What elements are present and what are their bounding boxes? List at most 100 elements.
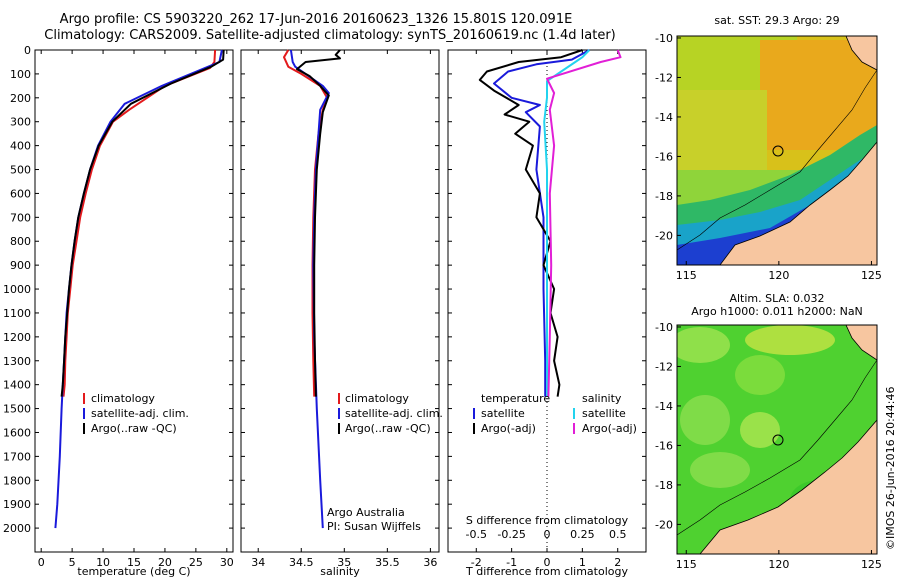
argo-australia-label: Argo Australia: [327, 506, 405, 519]
y-tick-label: 100: [10, 68, 31, 81]
y-tick-label: 300: [10, 116, 31, 129]
map-x-tick-label: 115: [676, 269, 697, 282]
x-tick-label: -2: [471, 556, 482, 569]
sla-map-axes: 115 120 125 -10 -12 -14 -16 -18 -20: [655, 321, 882, 571]
principal-investigator-label: PI: Susan Wijffels: [327, 520, 421, 533]
series-line-argo-raw-qc: [60, 49, 225, 397]
salinity-series: [283, 49, 341, 529]
y-tick-label: 1800: [3, 474, 31, 487]
map-y-tick-label: -18: [655, 479, 673, 492]
figure-title-line1: Argo profile: CS 5903220_262 17-Jun-2016…: [60, 12, 573, 27]
sst-map-axes: 115 120 125 -10 -12 -14 -16 -18 -20: [655, 32, 882, 282]
x-tick-label: 15: [127, 556, 141, 569]
legend-label-climatology: climatology: [345, 392, 409, 405]
legend-label-argo: Argo(..raw -QC): [345, 422, 431, 435]
sla-map-subtitle: Argo h1000: 0.011 h2000: NaN: [691, 305, 863, 318]
temperature-panel-frame: [34, 49, 234, 553]
difference-t-xlabel: T difference from climatology: [465, 565, 628, 578]
difference-axes: -2 -1 0 1 2 -0.5 -0.25 0 0.25 0.5: [448, 49, 646, 569]
salinity-axes: 34 34.5 35 35.5 36: [241, 49, 439, 569]
map-x-tick-label: 125: [861, 558, 882, 571]
argo-float-marker: [772, 145, 784, 157]
sst-map-image: [677, 36, 877, 265]
temperature-depth-axis: 0100200300400500600700800900100011001200…: [3, 44, 234, 569]
y-tick-label: 1600: [3, 426, 31, 439]
difference-legend: temperature salinity satellite Argo(-adj…: [473, 392, 637, 435]
series-line-temperature-argo-adj: [478, 49, 583, 397]
sst-map: sat. SST: 29.3 Argo: 29 115 120 125 -10 -12 -…: [655, 14, 882, 282]
x-tick-label: 30: [220, 556, 234, 569]
legend-label-climatology: climatology: [91, 392, 155, 405]
x2-tick-label: -0.5: [466, 528, 487, 541]
imos-credit: ©IMOS 26-Jun-2016 20:44:46: [884, 386, 897, 550]
salinity-panel: 34 34.5 35 35.5 36 salinity climatology sate…: [240, 49, 443, 578]
map-y-tick-label: -10: [655, 321, 673, 334]
argo-float-marker: [772, 434, 784, 446]
x-tick-label: -1: [506, 556, 517, 569]
bathymetry-contour: [677, 69, 877, 251]
temperature-legend: climatology satellite-adj. clim. Argo(..…: [83, 392, 189, 435]
land-region: [699, 419, 877, 554]
sla-map: Altim. SLA: 0.032 Argo h1000: 0.011 h200…: [655, 292, 882, 571]
y-tick-label: 1500: [3, 403, 31, 416]
land-region-north: [845, 325, 877, 361]
series-line-temperature-satellite: [493, 49, 590, 397]
x2-tick-label: 0.25: [570, 528, 595, 541]
x-tick-label: 0: [544, 556, 551, 569]
salinity-legend: climatology satellite-adj. clim. Argo(..…: [338, 392, 443, 435]
sla-map-image: [677, 325, 877, 554]
x-tick-label: 35: [337, 556, 351, 569]
map-y-tick-label: -18: [655, 190, 673, 203]
land-region: [719, 141, 877, 265]
series-line-argo-raw-qc: [296, 49, 341, 397]
legend-label-temp-satellite: satellite: [481, 407, 525, 420]
salinity-xlabel: salinity: [320, 565, 360, 578]
x2-tick-label: 0: [544, 528, 551, 541]
x-tick-label: 34.5: [289, 556, 314, 569]
map-y-tick-label: -14: [655, 400, 673, 413]
map-y-tick-label: -12: [655, 360, 673, 373]
y-tick-label: 400: [10, 140, 31, 153]
y-tick-label: 1100: [3, 307, 31, 320]
x-tick-label: 5: [69, 556, 76, 569]
difference-series: [478, 49, 622, 397]
y-tick-label: 2000: [3, 522, 31, 535]
legend-label-satellite: satellite-adj. clim.: [91, 407, 189, 420]
salinity-panel-frame: [240, 49, 440, 553]
legend-title-salinity: salinity: [582, 392, 622, 405]
map-y-tick-label: -16: [655, 439, 673, 452]
legend-label-satellite: satellite-adj. clim.: [345, 407, 443, 420]
land-region-north: [845, 36, 877, 71]
map-y-tick-label: -16: [655, 150, 673, 163]
x-tick-label: 0: [38, 556, 45, 569]
series-line-salinity-satellite: [543, 49, 591, 397]
map-x-tick-label: 115: [676, 558, 697, 571]
y-tick-label: 700: [10, 211, 31, 224]
temperature-panel: 0100200300400500600700800900100011001200…: [3, 44, 234, 578]
map-y-tick-label: -20: [655, 229, 673, 242]
map-y-tick-label: -10: [655, 32, 673, 45]
bathymetry-contour: [677, 359, 877, 536]
map-x-tick-label: 120: [768, 269, 789, 282]
y-tick-label: 200: [10, 92, 31, 105]
difference-panel: -2 -1 0 1 2 -0.5 -0.25 0 0.25 0.5 T difference fr…: [447, 49, 647, 578]
y-tick-label: 1200: [3, 331, 31, 344]
temperature-xlabel: temperature (deg C): [77, 565, 190, 578]
x-tick-label: 35.5: [375, 556, 400, 569]
y-tick-label: 1300: [3, 355, 31, 368]
sst-map-frame: [676, 35, 878, 266]
y-tick-label: 1000: [3, 283, 31, 296]
legend-label-argo: Argo(..raw -QC): [91, 422, 177, 435]
legend-label-temp-argo: Argo(-adj): [481, 422, 536, 435]
x-tick-label: 34: [251, 556, 265, 569]
legend-label-sal-argo: Argo(-adj): [582, 422, 637, 435]
map-y-tick-label: -20: [655, 518, 673, 531]
x2-tick-label: 0.5: [609, 528, 627, 541]
temperature-series: [54, 49, 225, 529]
difference-s-xlabel: S difference from climatology: [466, 514, 629, 527]
x-tick-label: 25: [189, 556, 203, 569]
legend-title-temperature: temperature: [481, 392, 550, 405]
map-x-tick-label: 125: [861, 269, 882, 282]
map-y-tick-label: -12: [655, 71, 673, 84]
sla-map-frame: [676, 324, 878, 555]
